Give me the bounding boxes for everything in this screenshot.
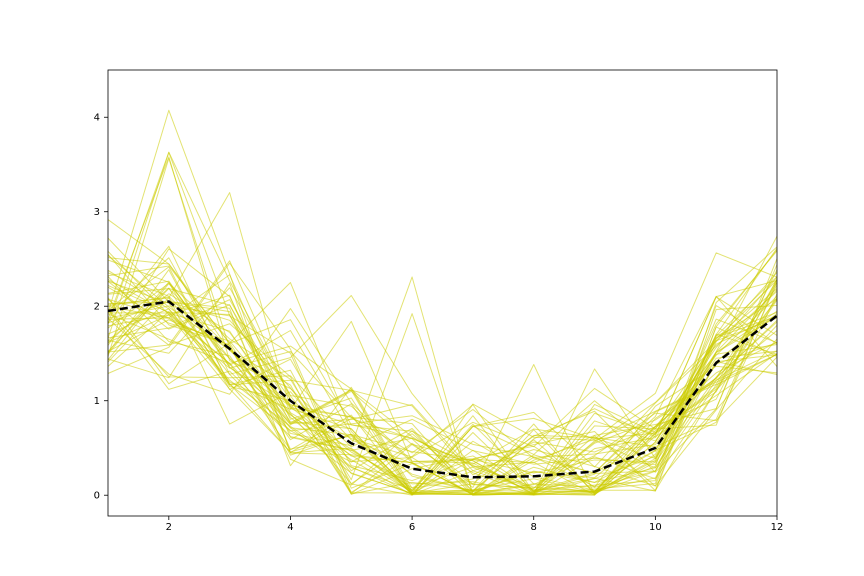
y-tick-label: 1: [94, 396, 100, 407]
x-tick-label: 10: [649, 522, 662, 533]
y-tick-label: 2: [94, 302, 100, 313]
y-tick-label: 4: [94, 113, 100, 124]
line-chart: 2468101201234: [0, 0, 864, 576]
chart-svg: 2468101201234: [0, 0, 864, 576]
x-tick-label: 12: [771, 522, 784, 533]
x-tick-label: 8: [531, 522, 537, 533]
x-tick-label: 4: [287, 522, 293, 533]
x-tick-label: 6: [409, 522, 415, 533]
x-tick-label: 2: [166, 522, 172, 533]
y-tick-label: 3: [94, 207, 100, 218]
y-tick-label: 0: [94, 491, 100, 502]
